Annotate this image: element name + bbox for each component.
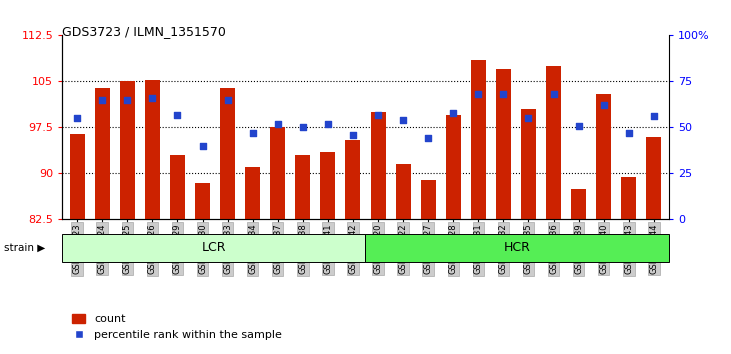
Point <box>96 97 108 103</box>
Bar <box>295 155 311 219</box>
Bar <box>120 81 135 219</box>
Bar <box>420 179 436 219</box>
Bar <box>546 66 561 219</box>
Bar <box>596 94 611 219</box>
Bar <box>621 177 636 219</box>
Text: LCR: LCR <box>202 241 226 254</box>
Bar <box>245 167 260 219</box>
Point <box>172 112 183 118</box>
Bar <box>346 140 360 219</box>
Bar <box>371 112 385 219</box>
Point <box>347 132 359 138</box>
Point <box>221 97 233 103</box>
Text: HCR: HCR <box>504 241 531 254</box>
Bar <box>646 137 662 219</box>
Point <box>297 125 308 130</box>
Point <box>498 91 510 97</box>
Bar <box>521 109 536 219</box>
Bar <box>320 152 336 219</box>
Point <box>322 121 334 127</box>
Text: GDS3723 / ILMN_1351570: GDS3723 / ILMN_1351570 <box>62 25 226 38</box>
Bar <box>496 69 511 219</box>
Point <box>121 97 133 103</box>
Bar <box>69 133 85 219</box>
Bar <box>95 87 110 219</box>
Bar <box>571 189 586 219</box>
Point <box>648 114 659 119</box>
Point <box>623 130 635 136</box>
FancyBboxPatch shape <box>366 234 669 262</box>
Text: strain ▶: strain ▶ <box>4 243 45 253</box>
Point <box>72 115 83 121</box>
Point <box>447 110 459 115</box>
Bar <box>145 80 160 219</box>
Bar <box>170 155 185 219</box>
Bar <box>446 115 461 219</box>
Legend: count, percentile rank within the sample: count, percentile rank within the sample <box>68 309 287 345</box>
Point <box>573 123 585 129</box>
Point <box>146 95 158 101</box>
Bar <box>471 60 486 219</box>
Point <box>423 136 434 141</box>
Bar <box>395 164 411 219</box>
Bar <box>270 127 285 219</box>
Point <box>272 121 284 127</box>
Point <box>523 115 534 121</box>
Point <box>472 91 484 97</box>
FancyBboxPatch shape <box>62 234 366 262</box>
Bar <box>220 87 235 219</box>
Bar <box>195 183 210 219</box>
Point <box>548 91 559 97</box>
Point <box>372 112 384 118</box>
Point <box>247 130 259 136</box>
Point <box>197 143 208 149</box>
Point <box>598 103 610 108</box>
Point <box>397 117 409 123</box>
